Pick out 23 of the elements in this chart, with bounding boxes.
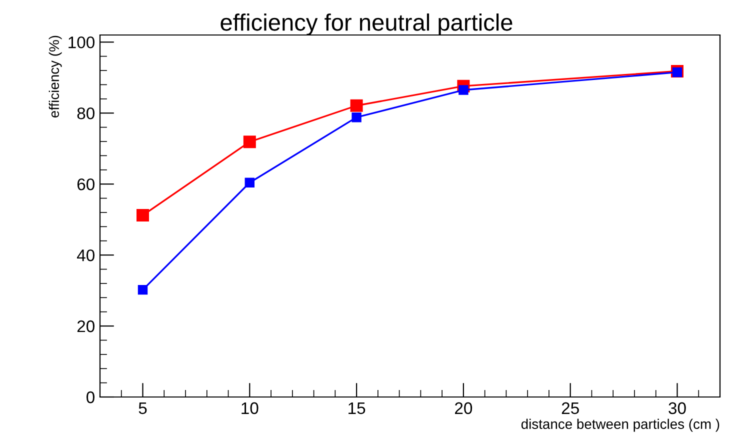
x-tick-label: 30 bbox=[668, 402, 686, 414]
chart-title: efficiency for neutral particle bbox=[220, 13, 512, 36]
point bbox=[350, 99, 363, 112]
x-axis-title: distance between particles (cm ) bbox=[521, 418, 720, 432]
y-axis-title: efficiency (%) bbox=[48, 36, 62, 118]
point bbox=[458, 85, 468, 95]
y-tick-label: 80 bbox=[77, 107, 94, 120]
y-tick-label: 40 bbox=[76, 249, 94, 262]
x-tick-label: 5 bbox=[138, 402, 147, 414]
point bbox=[136, 209, 150, 222]
y-tick-label: 0 bbox=[86, 391, 94, 404]
x-tick-label: 15 bbox=[348, 402, 366, 414]
x-tick-label: 10 bbox=[242, 402, 258, 414]
point bbox=[352, 112, 362, 122]
point bbox=[243, 136, 256, 148]
point bbox=[244, 178, 255, 188]
x-tick-label: 20 bbox=[455, 402, 472, 414]
point bbox=[672, 67, 682, 78]
y-tick-label: 100 bbox=[68, 36, 94, 48]
y-tick-label: 60 bbox=[77, 178, 94, 190]
y-tick-label: 20 bbox=[77, 320, 94, 332]
point bbox=[138, 284, 148, 295]
x-tick-label: 25 bbox=[562, 402, 579, 414]
